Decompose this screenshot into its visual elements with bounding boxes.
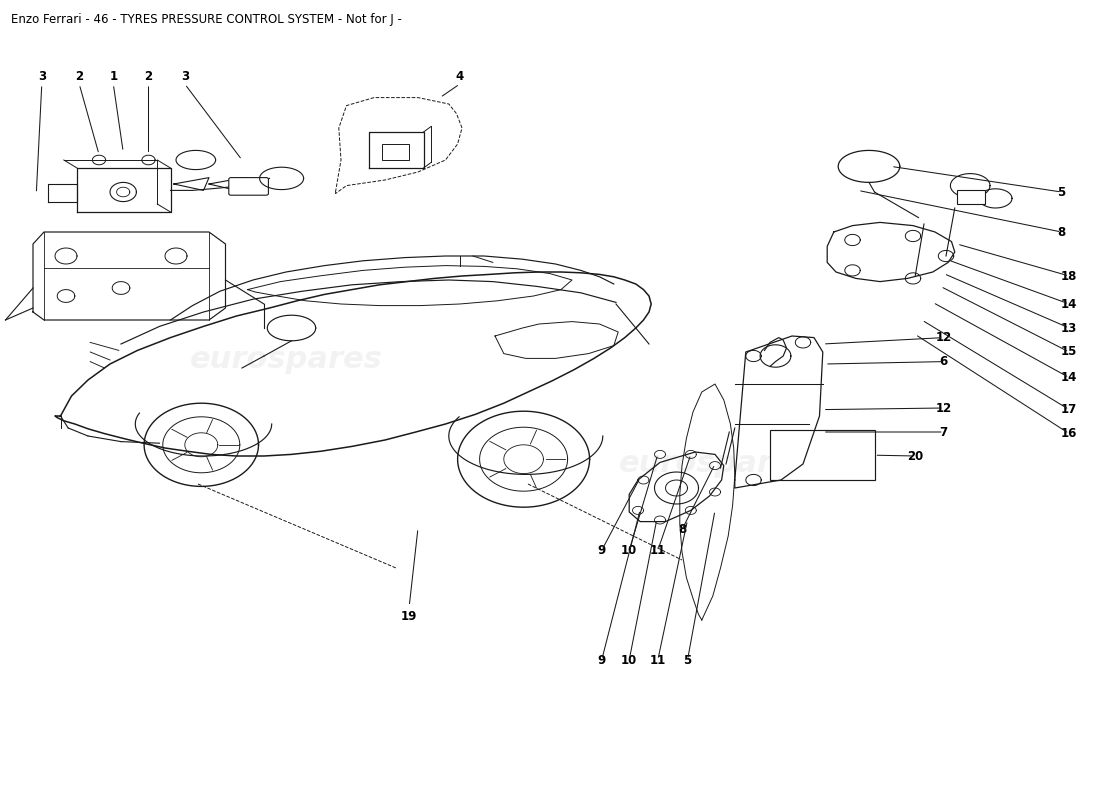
Text: 20: 20 — [908, 450, 923, 462]
Text: 2: 2 — [144, 70, 153, 82]
Text: 11: 11 — [650, 544, 666, 557]
Text: eurospares: eurospares — [189, 346, 383, 374]
Text: 3: 3 — [37, 70, 46, 82]
Text: Enzo Ferrari - 46 - TYRES PRESSURE CONTROL SYSTEM - Not for J -: Enzo Ferrari - 46 - TYRES PRESSURE CONTR… — [11, 13, 402, 26]
Text: 5: 5 — [683, 654, 692, 666]
Text: 9: 9 — [597, 544, 606, 557]
Text: 19: 19 — [402, 610, 417, 622]
Bar — [957, 190, 984, 204]
Text: 12: 12 — [936, 331, 952, 344]
Text: 5: 5 — [1057, 186, 1066, 198]
FancyBboxPatch shape — [229, 178, 268, 195]
Bar — [382, 144, 409, 160]
Text: 14: 14 — [1062, 371, 1077, 384]
Text: 2: 2 — [75, 70, 84, 82]
Text: 8: 8 — [1057, 226, 1066, 238]
Text: 10: 10 — [621, 544, 637, 557]
Text: 13: 13 — [1062, 322, 1077, 334]
Text: 14: 14 — [1062, 298, 1077, 310]
Bar — [770, 430, 875, 480]
Text: 4: 4 — [455, 70, 464, 82]
Text: 12: 12 — [936, 402, 952, 414]
Text: 9: 9 — [597, 654, 606, 666]
Text: 15: 15 — [1062, 346, 1077, 358]
Text: 17: 17 — [1062, 403, 1077, 416]
Text: 3: 3 — [180, 70, 189, 82]
Text: 10: 10 — [621, 654, 637, 666]
Text: eurospares: eurospares — [618, 450, 812, 478]
Text: 8: 8 — [678, 523, 686, 536]
Text: 18: 18 — [1062, 270, 1077, 282]
Text: 11: 11 — [650, 654, 666, 666]
Text: 6: 6 — [939, 355, 948, 368]
Text: 7: 7 — [939, 426, 948, 438]
Text: 16: 16 — [1062, 427, 1077, 440]
Text: 1: 1 — [109, 70, 118, 82]
